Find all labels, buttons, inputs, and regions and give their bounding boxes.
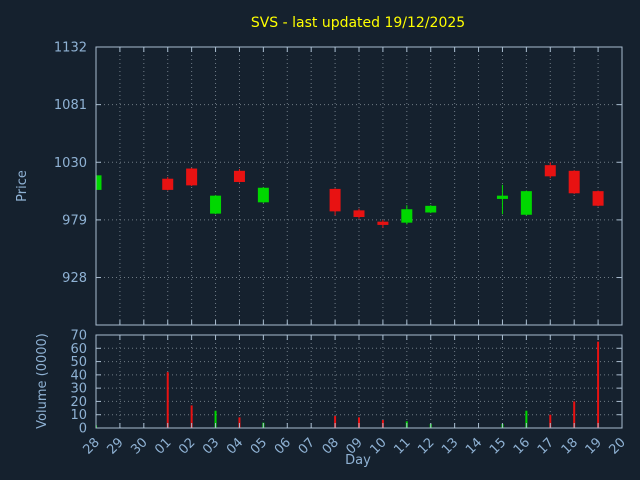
day-tick-label-02: 02 xyxy=(176,435,198,457)
volume-bar-day-02 xyxy=(190,405,193,428)
volume-panel-border xyxy=(95,334,623,429)
volume-bar-day-19 xyxy=(597,341,600,428)
volume-bar-day-04 xyxy=(238,417,241,428)
candle-body-day-18 xyxy=(568,170,580,194)
candle-body-day-16 xyxy=(520,191,532,215)
volume-tick-label-60: 60 xyxy=(70,342,87,357)
day-tick-label-15: 15 xyxy=(487,435,509,457)
day-tick-label-13: 13 xyxy=(439,435,461,457)
volume-axis-label: Volume (0000) xyxy=(35,333,50,429)
candle-body-day-15 xyxy=(496,195,508,199)
volume-tick-label-10: 10 xyxy=(70,408,87,423)
volume-bar-day-08 xyxy=(334,416,337,428)
candlesticks xyxy=(96,162,604,228)
day-tick-label-08: 08 xyxy=(320,435,342,457)
volume-bar-day-09 xyxy=(358,417,360,428)
day-tick-label-17: 17 xyxy=(535,435,557,457)
day-tick-label-01: 01 xyxy=(152,435,174,457)
price-axis-label: Price xyxy=(15,170,30,202)
day-tick-label-14: 14 xyxy=(463,435,485,457)
volume-tick-label-20: 20 xyxy=(70,395,87,410)
day-tick-label-28: 28 xyxy=(81,435,103,457)
volume-tick-label-30: 30 xyxy=(70,382,87,397)
volume-tick-label-70: 70 xyxy=(70,329,87,344)
candle-body-day-28 xyxy=(96,175,102,190)
tick-marks xyxy=(95,46,623,429)
volume-tick-label-0: 0 xyxy=(79,422,87,437)
candle-body-day-10 xyxy=(377,221,389,225)
volume-bar-day-03 xyxy=(214,410,217,428)
volume-bar-day-17 xyxy=(549,414,552,428)
candle-body-day-08 xyxy=(329,188,341,212)
candle-body-day-19 xyxy=(592,191,604,206)
candle-body-day-01 xyxy=(162,178,174,190)
day-tick-label-29: 29 xyxy=(104,435,126,457)
price-tick-label-1132: 1132 xyxy=(54,41,87,56)
volume-bar-day-16 xyxy=(525,410,528,428)
day-tick-label-20: 20 xyxy=(607,435,629,457)
volume-bar-day-01 xyxy=(166,372,169,428)
candle-body-day-04 xyxy=(233,170,245,182)
price-tick-label-979: 979 xyxy=(62,213,87,228)
candle-body-day-09 xyxy=(353,210,365,218)
candle-body-day-05 xyxy=(257,187,269,203)
day-tick-label-07: 07 xyxy=(296,435,318,457)
candle-body-day-02 xyxy=(186,168,198,186)
day-tick-label-06: 06 xyxy=(272,435,294,457)
price-tick-label-1081: 1081 xyxy=(54,98,87,113)
day-tick-label-19: 19 xyxy=(583,435,605,457)
day-axis-label: Day xyxy=(345,453,371,468)
volume-tick-label-50: 50 xyxy=(70,355,87,370)
candle-body-day-03 xyxy=(210,195,222,214)
gridlines xyxy=(95,46,623,429)
day-tick-label-16: 16 xyxy=(511,435,533,457)
candle-body-day-12 xyxy=(425,205,437,213)
day-tick-label-04: 04 xyxy=(224,435,246,457)
chart-title: SVS - last updated 19/12/2025 xyxy=(251,15,465,31)
day-tick-label-30: 30 xyxy=(128,435,150,457)
volume-bar-day-18 xyxy=(573,401,576,428)
day-tick-label-18: 18 xyxy=(559,435,581,457)
candle-body-day-11 xyxy=(401,209,413,223)
price-tick-label-1030: 1030 xyxy=(54,156,87,171)
price-tick-label-928: 928 xyxy=(62,271,87,286)
day-tick-label-05: 05 xyxy=(248,435,270,457)
panel-borders xyxy=(95,46,623,429)
day-tick-label-03: 03 xyxy=(200,435,222,457)
day-tick-label-11: 11 xyxy=(391,435,413,457)
candle-body-day-17 xyxy=(544,165,556,177)
volume-bars xyxy=(96,341,600,428)
volume-tick-label-40: 40 xyxy=(70,368,87,383)
day-tick-label-12: 12 xyxy=(415,435,437,457)
